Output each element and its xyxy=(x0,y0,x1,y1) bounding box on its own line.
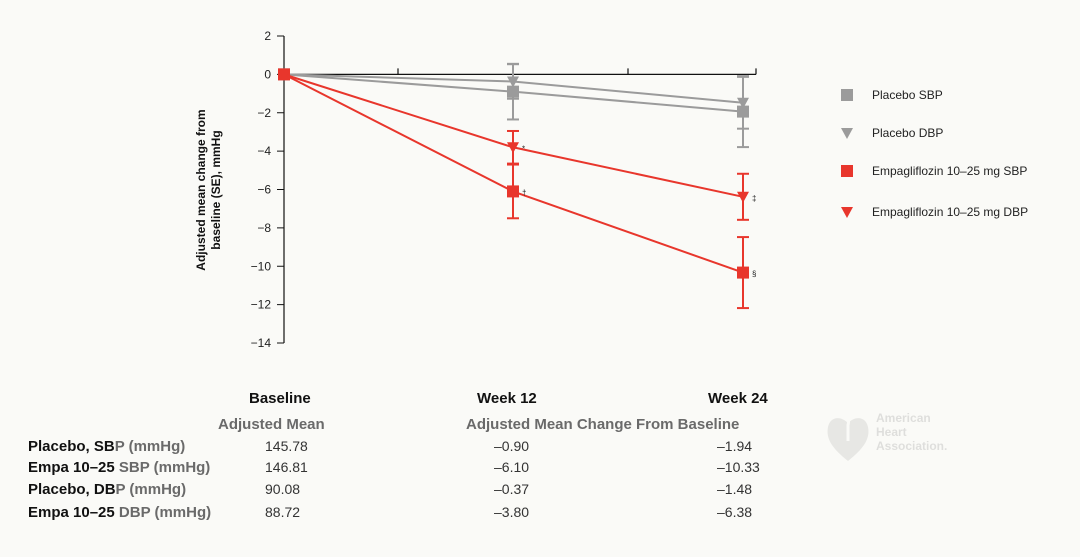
table-cell-week12-3: –3.80 xyxy=(494,504,530,520)
y-tick-label-6: −10 xyxy=(251,259,272,273)
row-label-unit: DBP (mmHg) xyxy=(118,504,212,521)
table-cell-baseline-1: 146.81 xyxy=(265,459,308,475)
legend: Placebo SBP Placebo DBP Empagliflozin 10–2… xyxy=(841,88,1028,219)
series-group: †§*‡ xyxy=(278,62,756,310)
y-tick-label-0: 2 xyxy=(264,29,271,43)
table-cell-week24-0: –1.94 xyxy=(717,438,753,454)
table-cell-baseline-0: 145.78 xyxy=(265,438,308,454)
row-label-primary: Empa 10–25 xyxy=(28,504,119,521)
table-header-baseline: Baseline xyxy=(249,390,311,407)
table-cell-week12-2: –0.37 xyxy=(494,481,530,497)
legend-label-0: Placebo SBP xyxy=(872,88,943,102)
table-row-label-3: Empa 10–25 DBP (mmHg) xyxy=(28,504,211,521)
table-header-week24: Week 24 xyxy=(708,390,768,407)
y-tick-label-2: −2 xyxy=(257,106,271,120)
watermark-line3: Association. xyxy=(876,439,948,453)
y-tick-label-8: −14 xyxy=(251,336,272,350)
legend-marker-1 xyxy=(841,128,853,139)
data-point-1-2 xyxy=(737,97,749,109)
legend-marker-0 xyxy=(841,89,853,101)
row-label-unit: SBP (mmHg) xyxy=(118,459,211,476)
y-axis-label-line1: Adjusted mean change from xyxy=(194,109,208,270)
significance-mark-2-1: † xyxy=(522,188,526,197)
heart-torch-icon xyxy=(827,409,869,461)
series-2: †§ xyxy=(278,68,756,310)
row-label-primary: Placebo, DB xyxy=(28,481,116,498)
table-sub-change: Adjusted Mean Change From Baseline xyxy=(466,416,740,433)
significance-mark-3-1: * xyxy=(522,144,525,153)
table-cell-baseline-3: 88.72 xyxy=(265,504,301,520)
data-point-2-2 xyxy=(737,266,749,279)
table-row-label-2: Placebo, DBP (mmHg) xyxy=(28,481,186,498)
legend-label-2: Empagliflozin 10–25 mg SBP xyxy=(872,164,1027,178)
table-sub-baseline: Adjusted Mean xyxy=(218,416,325,433)
row-label-unit: P (mmHg) xyxy=(115,481,187,498)
table-cell-week12-1: –6.10 xyxy=(494,459,530,475)
significance-mark-2-2: § xyxy=(752,270,756,279)
y-tick-label-7: −12 xyxy=(251,298,272,312)
y-tick-label-1: 0 xyxy=(264,67,271,81)
table-cell-week24-1: –10.33 xyxy=(717,459,760,475)
data-point-2-1 xyxy=(507,185,519,198)
table-cell-week12-0: –0.90 xyxy=(494,438,530,454)
row-label-primary: Placebo, SB xyxy=(28,438,115,455)
y-tick-label-4: −6 xyxy=(257,183,271,197)
significance-mark-3-2: ‡ xyxy=(752,194,756,203)
table-row-label-0: Placebo, SBP (mmHg) xyxy=(28,438,185,455)
watermark-line2: Heart xyxy=(876,425,907,439)
data-point-1-1 xyxy=(507,76,519,88)
data-point-3-0 xyxy=(278,69,290,81)
y-axis-label-line2: baseline (SE), mmHg xyxy=(209,130,223,249)
legend-marker-3 xyxy=(841,207,853,218)
data-point-3-2 xyxy=(737,191,749,203)
table-cell-week24-3: –6.38 xyxy=(717,504,753,520)
legend-label-1: Placebo DBP xyxy=(872,126,943,140)
y-tick-label-3: −4 xyxy=(257,144,271,158)
row-label-unit: P (mmHg) xyxy=(114,438,186,455)
data-point-3-1 xyxy=(507,142,519,154)
aha-watermark: American Heart Association. xyxy=(826,407,976,467)
table-header-week12: Week 12 xyxy=(477,390,537,407)
y-ticks: 2 0 −2 −4 −6 −8 −10 −12 −14 xyxy=(251,29,284,350)
series-3: *‡ xyxy=(278,69,756,221)
y-tick-label-5: −8 xyxy=(257,221,271,235)
series-1 xyxy=(278,63,749,130)
legend-marker-2 xyxy=(841,165,853,177)
table-cell-baseline-2: 90.08 xyxy=(265,481,301,497)
row-label-primary: Empa 10–25 xyxy=(28,459,119,476)
table-cell-week24-2: –1.48 xyxy=(717,481,753,497)
table-row-label-1: Empa 10–25 SBP (mmHg) xyxy=(28,459,210,476)
legend-label-3: Empagliflozin 10–25 mg DBP xyxy=(872,205,1028,219)
watermark-line1: American xyxy=(876,411,931,425)
